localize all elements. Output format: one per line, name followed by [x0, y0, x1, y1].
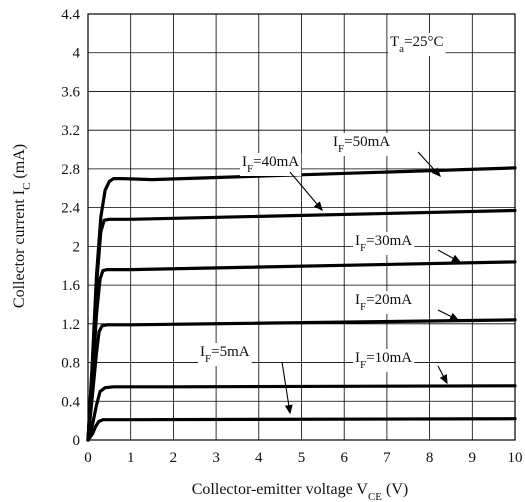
x-tick-label: 6 — [340, 450, 348, 466]
y-tick-label: 1.2 — [61, 317, 80, 333]
curves — [86, 166, 517, 442]
y-tick-label: 1.6 — [61, 278, 80, 294]
arrowhead — [431, 167, 441, 178]
y-tick-label: 3.6 — [61, 84, 80, 100]
y-axis-label: Collector current IC (mA) — [11, 144, 33, 308]
grid — [87, 13, 516, 441]
y-tick-label: 2 — [73, 239, 81, 255]
temperature-annotation: Ta=25°C — [390, 34, 444, 55]
label-background — [353, 349, 415, 372]
arrowhead — [284, 404, 293, 415]
x-tick-label: 2 — [170, 450, 178, 466]
curve-if-5ma — [86, 417, 517, 442]
label-background — [240, 153, 302, 176]
x-axis-label: Collector-emitter voltage VCE (V) — [192, 481, 409, 502]
y-tick-label: 4 — [73, 46, 81, 62]
curve-if-50ma — [86, 166, 517, 442]
x-tick-label: 4 — [255, 450, 263, 466]
x-tick-label: 3 — [212, 450, 220, 466]
label-if-50ma: IF=50mA — [333, 134, 390, 155]
x-tick-label: 9 — [469, 450, 477, 466]
curve-if-10ma — [86, 384, 517, 442]
x-tick-label: 7 — [383, 450, 391, 466]
y-tick-label: 2.8 — [61, 162, 80, 178]
y-tick-label: 4.4 — [61, 7, 80, 23]
label-background — [353, 232, 415, 255]
y-tick-label: 0.8 — [61, 356, 80, 372]
arrowhead — [313, 201, 323, 212]
label-leaders — [281, 151, 462, 415]
label-leader-line — [289, 171, 323, 211]
y-tick-label: 3.2 — [61, 123, 80, 139]
label-background — [353, 291, 415, 314]
arrowhead — [449, 312, 460, 321]
label-if-30ma: IF=30mA — [355, 233, 412, 254]
label-if-5ma: IF=5mA — [200, 344, 250, 365]
label-background — [198, 343, 252, 366]
label-if-10ma: IF=10mA — [355, 350, 412, 371]
x-tick-label: 5 — [298, 450, 306, 466]
y-tick-label: 0.4 — [61, 394, 80, 410]
label-leader-line — [281, 361, 291, 414]
ticks: 0 1 2 3 4 5 6 7 8 9 10 0 0.4 0.8 1.2 1.6 2 2.4 2.8 3.2 3.6 4 4… — [61, 7, 522, 466]
x-tick-label: 0 — [84, 450, 92, 466]
label-if-20ma: IF=20mA — [355, 292, 412, 313]
x-tick-label: 10 — [508, 450, 523, 466]
plot-frame — [87, 13, 516, 441]
y-tick-label: 0 — [73, 433, 81, 449]
arrowhead — [439, 374, 448, 385]
label-background — [388, 33, 446, 56]
x-tick-label: 8 — [426, 450, 434, 466]
y-tick-label: 2.4 — [61, 201, 80, 217]
arrowhead — [451, 254, 462, 263]
label-if-40ma: IF=40mA — [242, 154, 299, 175]
label-background — [331, 133, 393, 156]
x-tick-label: 1 — [127, 450, 135, 466]
